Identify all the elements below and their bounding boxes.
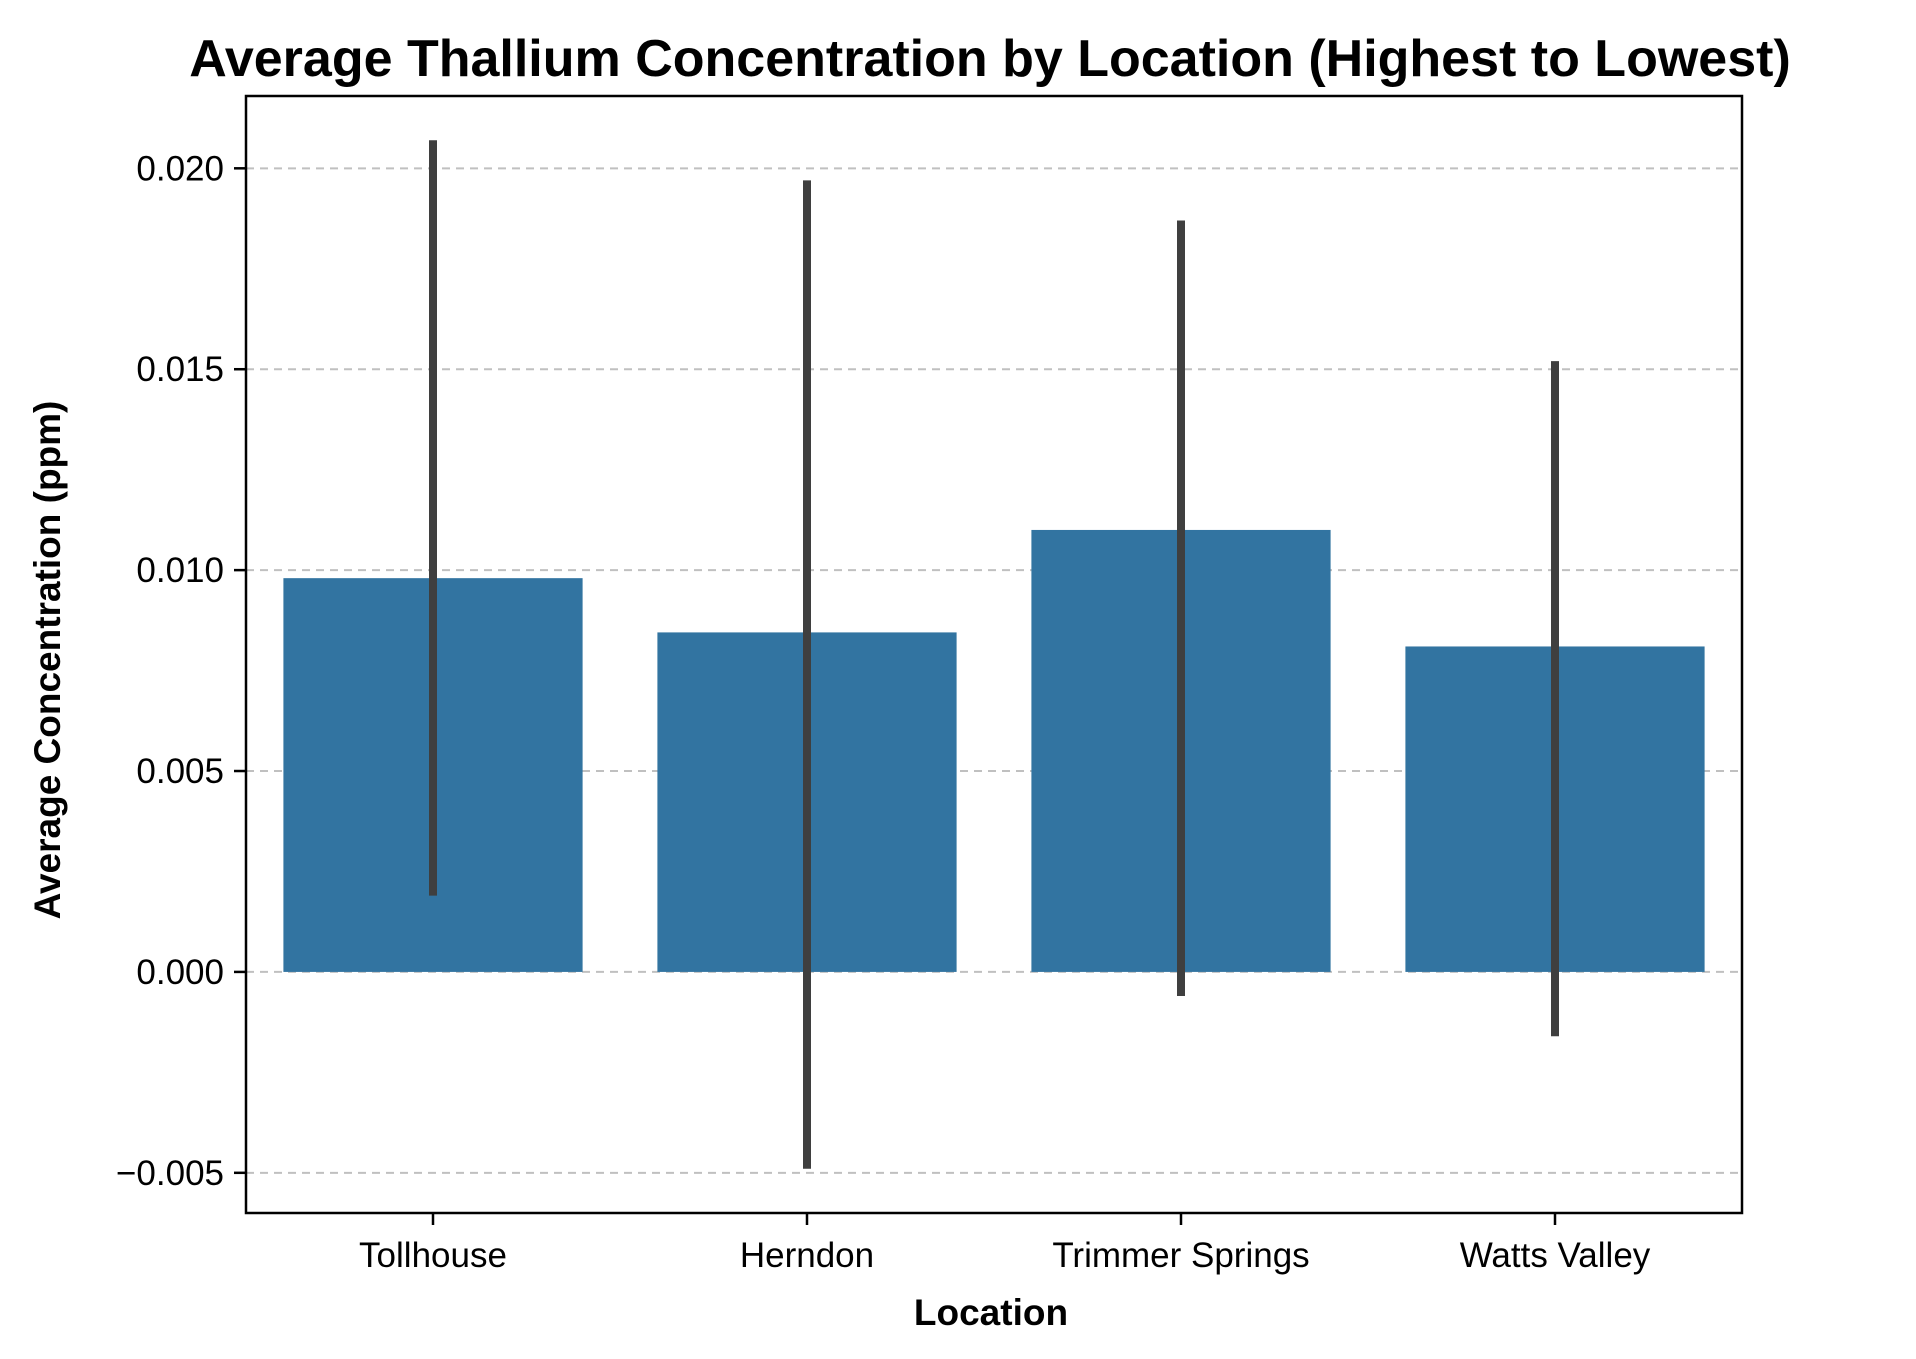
x-axis-ticks: Tollhouse Herndon Trimmer Springs Watts Val…: [359, 1213, 1651, 1275]
y-axis-ticks: −0.005 0.000 0.005 0.010 0.015 0.020: [116, 149, 246, 1193]
error-bars: [429, 140, 1559, 1169]
y-tick-label: 0.010: [136, 551, 224, 590]
x-tick-label: Trimmer Springs: [1052, 1236, 1309, 1275]
chart-title: Average Thallium Concentration by Locati…: [189, 30, 1791, 88]
y-tick-label: 0.015: [136, 350, 224, 389]
y-tick-label: 0.005: [136, 752, 224, 791]
y-tick-label: −0.005: [116, 1154, 224, 1193]
x-tick-label: Tollhouse: [359, 1236, 507, 1275]
x-axis-title: Location: [914, 1292, 1068, 1333]
x-tick-label: Watts Valley: [1460, 1236, 1651, 1275]
y-axis-title: Average Concentration (ppm): [27, 401, 68, 920]
bars: [283, 529, 1705, 972]
y-tick-label: 0.000: [136, 953, 224, 992]
plot-frame: [244, 94, 1744, 1215]
x-tick-label: Herndon: [740, 1236, 874, 1275]
y-tick-label: 0.020: [136, 149, 224, 188]
